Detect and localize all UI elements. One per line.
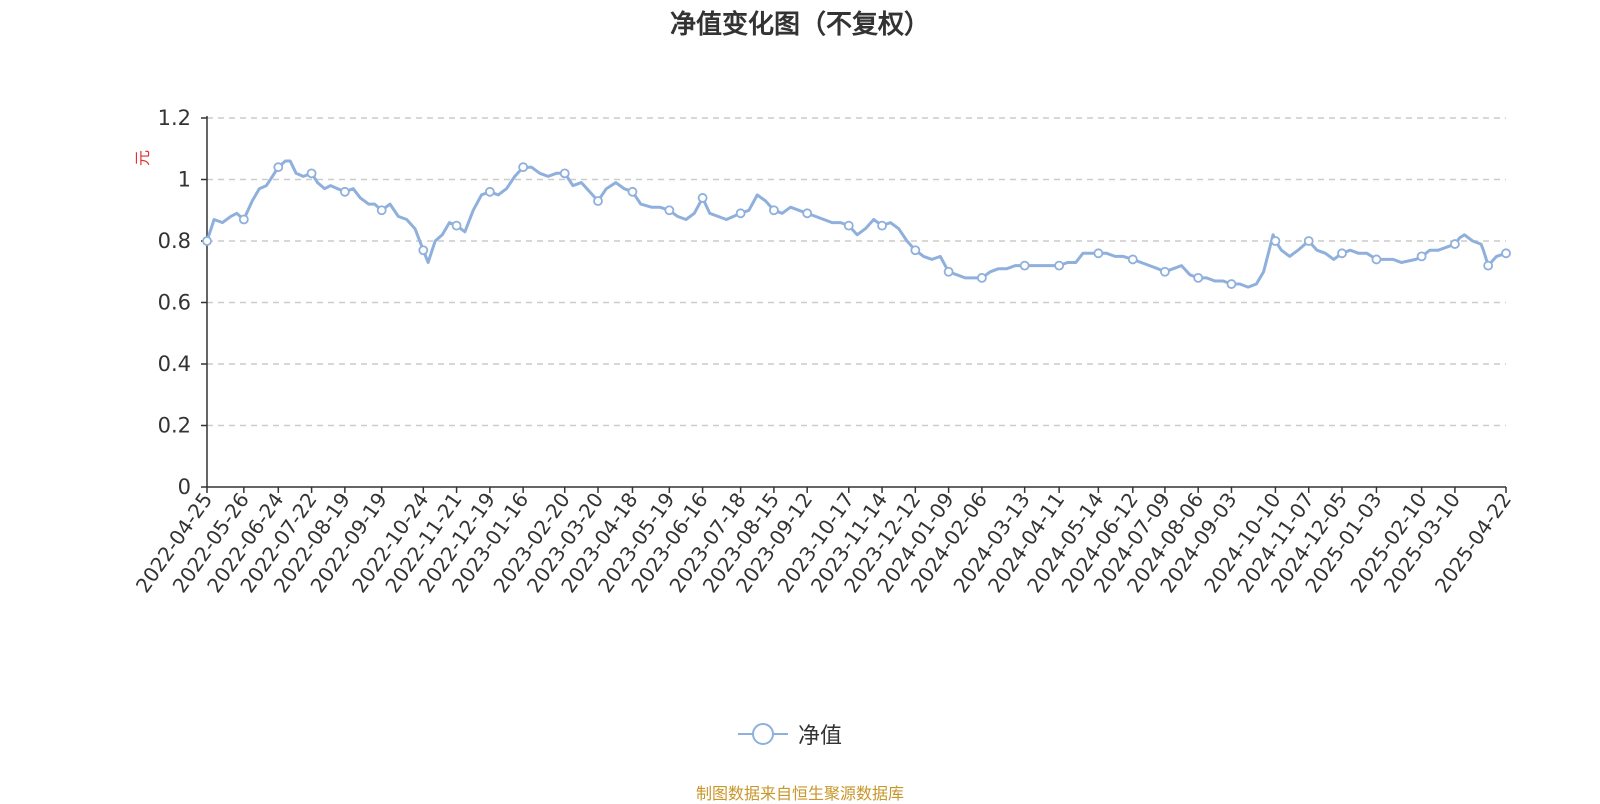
data-point-marker [376, 205, 387, 216]
data-point-marker [273, 162, 284, 173]
y-tick-label: 0 [178, 475, 191, 499]
series-markers [202, 162, 1511, 289]
data-point-marker [943, 266, 954, 277]
data-point-marker [1093, 248, 1104, 259]
y-tick-label: 0.8 [158, 229, 191, 253]
grid-lines [207, 117, 1506, 427]
y-tick-label: 0.4 [158, 352, 191, 376]
data-point-marker [1501, 248, 1511, 259]
data-point-marker [339, 186, 350, 197]
data-point-marker [1416, 251, 1427, 262]
y-tick-label: 0.6 [158, 291, 191, 315]
data-point-marker [976, 272, 987, 283]
data-point-marker [802, 208, 813, 219]
data-point-marker [559, 168, 570, 179]
data-point-marker [627, 186, 638, 197]
data-point-marker [202, 236, 212, 246]
legend[interactable]: 净值 [738, 720, 843, 749]
data-point-marker [843, 220, 854, 231]
y-tick-label: 1.2 [158, 106, 191, 130]
data-point-marker [1019, 260, 1030, 271]
data-point-marker [877, 220, 887, 231]
data-point-marker [664, 205, 675, 216]
data-point-marker [484, 186, 495, 197]
source-note: 制图数据来自恒生聚源数据库 [695, 784, 904, 803]
data-point-marker [769, 205, 779, 216]
data-point-marker [451, 220, 462, 231]
data-point-marker [418, 245, 429, 256]
data-point-marker [910, 245, 921, 256]
data-point-marker [1449, 239, 1460, 249]
data-point-marker [1160, 266, 1170, 277]
data-point-marker [1226, 279, 1237, 289]
legend-label-nav: 净值 [798, 724, 843, 749]
data-point-marker [1193, 272, 1204, 283]
y-tick-label: 1 [178, 168, 191, 192]
data-point-marker [593, 196, 603, 206]
data-point-marker [306, 168, 317, 179]
chart-title: 净值变化图（不复权） [669, 10, 930, 40]
y-axis-label: 元 [133, 150, 152, 166]
data-point-marker [1303, 236, 1314, 246]
data-point-marker [697, 193, 708, 203]
data-point-marker [1371, 254, 1382, 265]
data-point-marker [1127, 254, 1138, 265]
data-point-marker [238, 214, 249, 225]
data-point-marker [1270, 236, 1281, 246]
line-circle-marker-icon [738, 723, 788, 745]
data-point-marker [518, 162, 529, 173]
data-point-marker [1337, 248, 1347, 259]
y-tick-label: 0.2 [158, 414, 191, 438]
data-point-marker [735, 208, 746, 219]
data-point-marker [1054, 260, 1065, 271]
data-point-marker [1483, 260, 1494, 271]
